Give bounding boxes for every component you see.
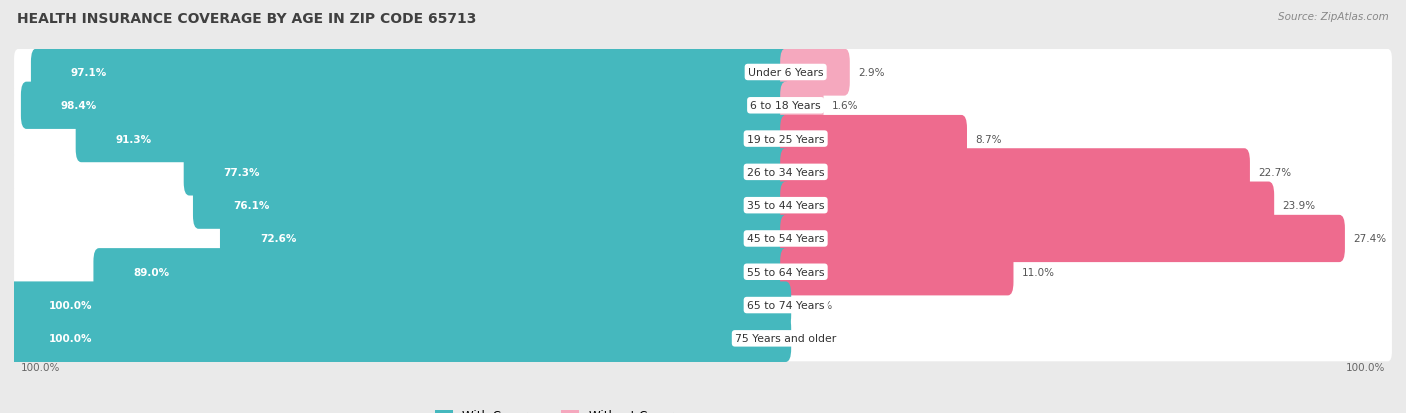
FancyBboxPatch shape [780, 215, 1346, 263]
FancyBboxPatch shape [8, 282, 792, 329]
Text: 27.4%: 27.4% [1353, 234, 1386, 244]
FancyBboxPatch shape [193, 182, 792, 229]
FancyBboxPatch shape [184, 149, 792, 196]
Text: 22.7%: 22.7% [1258, 167, 1291, 178]
Text: 75 Years and older: 75 Years and older [735, 334, 837, 344]
Text: 2.9%: 2.9% [858, 68, 884, 78]
Text: 0.0%: 0.0% [807, 300, 832, 310]
Text: 100.0%: 100.0% [21, 363, 60, 373]
FancyBboxPatch shape [780, 149, 1250, 196]
FancyBboxPatch shape [14, 282, 1392, 328]
FancyBboxPatch shape [219, 215, 792, 263]
Legend: With Coverage, Without Coverage: With Coverage, Without Coverage [430, 404, 700, 413]
FancyBboxPatch shape [8, 315, 792, 362]
FancyBboxPatch shape [21, 83, 792, 130]
FancyBboxPatch shape [14, 150, 1392, 195]
Text: 35 to 44 Years: 35 to 44 Years [747, 201, 824, 211]
Text: 89.0%: 89.0% [134, 267, 170, 277]
Text: 100.0%: 100.0% [48, 334, 91, 344]
Text: 8.7%: 8.7% [976, 134, 1001, 144]
Text: 26 to 34 Years: 26 to 34 Years [747, 167, 824, 178]
FancyBboxPatch shape [93, 249, 792, 296]
Text: Source: ZipAtlas.com: Source: ZipAtlas.com [1278, 12, 1389, 22]
FancyBboxPatch shape [780, 116, 967, 163]
Text: 6 to 18 Years: 6 to 18 Years [751, 101, 821, 111]
Text: 91.3%: 91.3% [115, 134, 152, 144]
Text: HEALTH INSURANCE COVERAGE BY AGE IN ZIP CODE 65713: HEALTH INSURANCE COVERAGE BY AGE IN ZIP … [17, 12, 477, 26]
Text: 0.0%: 0.0% [807, 334, 832, 344]
Text: 97.1%: 97.1% [70, 68, 107, 78]
Text: 98.4%: 98.4% [60, 101, 97, 111]
FancyBboxPatch shape [14, 249, 1392, 295]
FancyBboxPatch shape [780, 182, 1274, 229]
FancyBboxPatch shape [14, 50, 1392, 96]
Text: 23.9%: 23.9% [1282, 201, 1316, 211]
FancyBboxPatch shape [14, 116, 1392, 162]
FancyBboxPatch shape [780, 249, 1014, 296]
Text: Under 6 Years: Under 6 Years [748, 68, 824, 78]
FancyBboxPatch shape [14, 183, 1392, 228]
FancyBboxPatch shape [780, 83, 824, 130]
FancyBboxPatch shape [14, 316, 1392, 361]
Text: 1.6%: 1.6% [832, 101, 858, 111]
Text: 19 to 25 Years: 19 to 25 Years [747, 134, 824, 144]
Text: 55 to 64 Years: 55 to 64 Years [747, 267, 824, 277]
FancyBboxPatch shape [780, 49, 849, 96]
FancyBboxPatch shape [14, 83, 1392, 129]
Text: 65 to 74 Years: 65 to 74 Years [747, 300, 824, 310]
Text: 72.6%: 72.6% [260, 234, 297, 244]
Text: 100.0%: 100.0% [1346, 363, 1385, 373]
Text: 45 to 54 Years: 45 to 54 Years [747, 234, 824, 244]
FancyBboxPatch shape [31, 49, 792, 96]
FancyBboxPatch shape [14, 216, 1392, 262]
FancyBboxPatch shape [76, 116, 792, 163]
Text: 100.0%: 100.0% [48, 300, 91, 310]
Text: 11.0%: 11.0% [1022, 267, 1054, 277]
Text: 76.1%: 76.1% [233, 201, 270, 211]
Text: 77.3%: 77.3% [224, 167, 260, 178]
